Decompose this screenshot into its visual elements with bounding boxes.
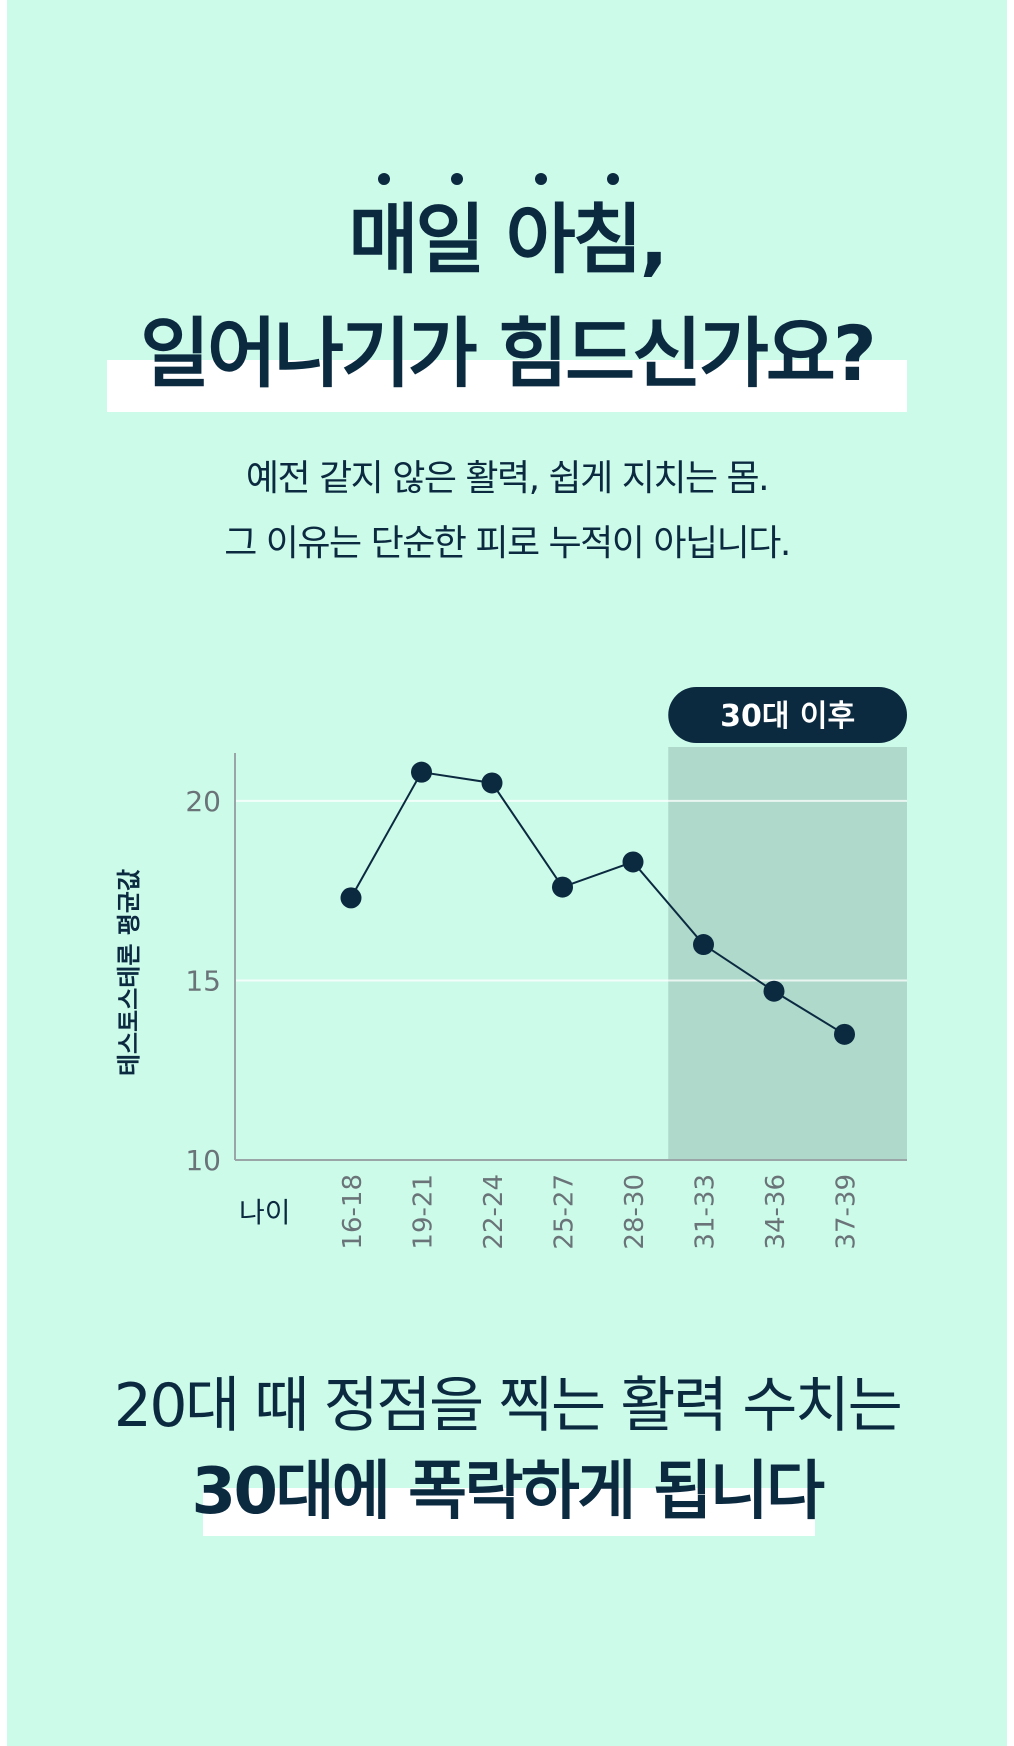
x-tick-label: 31-33 bbox=[691, 1174, 721, 1250]
x-tick-label: 37-39 bbox=[832, 1174, 862, 1250]
emphasis-dot bbox=[535, 173, 547, 185]
x-tick-label: 22-24 bbox=[479, 1174, 509, 1250]
subtext-line-2: 그 이유는 단순한 피로 누적이 아닙니다. bbox=[224, 523, 791, 564]
x-tick-label: 28-30 bbox=[620, 1174, 650, 1250]
data-point bbox=[693, 934, 714, 956]
y-tick-label: 15 bbox=[185, 964, 221, 997]
data-point bbox=[340, 887, 362, 909]
emphasis-dots bbox=[7, 173, 1007, 187]
x-tick-label: 19-21 bbox=[409, 1174, 439, 1250]
bottom-line-1: 20대 때 정점을 찍는 활력 수치는 bbox=[113, 1371, 903, 1441]
data-point bbox=[481, 772, 503, 794]
data-point bbox=[552, 876, 573, 898]
highlight-label: 30대 이후 bbox=[720, 699, 855, 734]
data-point bbox=[622, 851, 644, 873]
data-point bbox=[411, 761, 432, 783]
bottom-line-2: 30대에 폭락하게 됩니다 bbox=[191, 1455, 825, 1529]
bottom-highlight bbox=[203, 1488, 815, 1536]
y-tick-label: 10 bbox=[185, 1144, 221, 1177]
highlight-label-pill bbox=[668, 687, 907, 743]
x-axis-label: 나이 bbox=[239, 1196, 291, 1229]
data-point bbox=[763, 980, 785, 1002]
emphasis-dot bbox=[607, 173, 619, 185]
headline-highlight bbox=[107, 360, 907, 412]
series-line bbox=[350, 771, 846, 1036]
headline-line-1: 매일 아침, bbox=[348, 195, 668, 284]
emphasis-dot bbox=[378, 173, 390, 185]
emphasis-dot bbox=[451, 173, 463, 185]
x-tick-label: 16-18 bbox=[338, 1174, 368, 1250]
data-point bbox=[834, 1023, 855, 1045]
headline-line-2: 일어나기가 힘드신가요? bbox=[140, 309, 877, 398]
x-tick-label: 25-27 bbox=[550, 1174, 580, 1250]
y-axis-label: 테스토스테론 평균값 bbox=[115, 869, 143, 1076]
x-tick-label: 34-36 bbox=[761, 1174, 791, 1250]
subtext-line-1: 예전 같지 않은 활력, 쉽게 지치는 몸. bbox=[245, 458, 770, 499]
y-tick-label: 20 bbox=[185, 785, 221, 818]
page: 매일 아침, 일어나기가 힘드신가요? 예전 같지 않은 활력, 쉽게 지치는 … bbox=[7, 0, 1007, 1746]
